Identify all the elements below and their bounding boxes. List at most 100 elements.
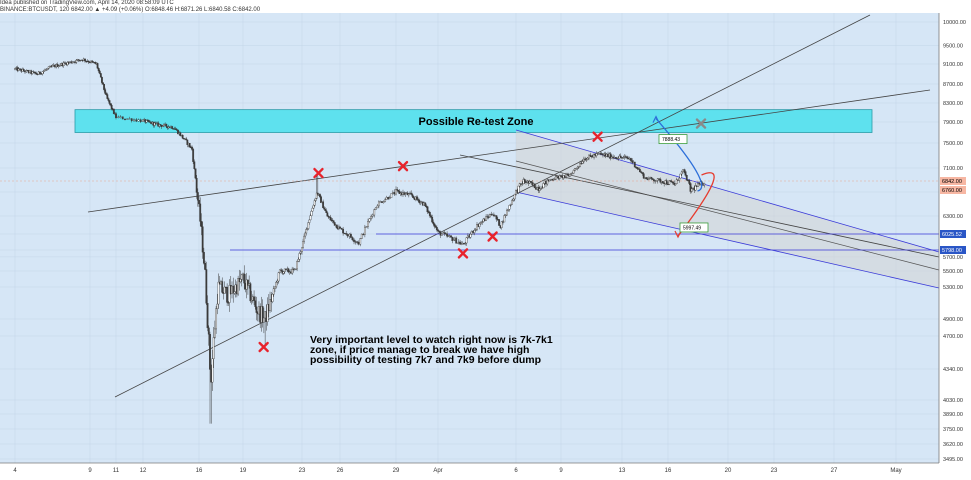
candle-70 [99, 72, 102, 78]
y-tick-20: 3750.00 [943, 427, 963, 433]
candle-body [239, 279, 242, 283]
candle-96 [142, 119, 144, 122]
candle-body [346, 234, 349, 237]
candle-136 [188, 142, 191, 148]
candle-body [326, 212, 329, 217]
candle-body [303, 235, 306, 242]
candle-143 [196, 188, 199, 207]
channel-bottom-line [515, 191, 940, 289]
price-tag-text: 5798.00 [942, 248, 962, 254]
candle-444 [575, 168, 578, 170]
x-tick-17: May [890, 468, 901, 474]
candle-body [473, 229, 476, 233]
price-tag-text: 6842.00 [942, 179, 962, 185]
candle-body [437, 229, 439, 232]
candle-body [275, 282, 278, 288]
price-tag-2: 6025.52 [940, 230, 966, 238]
candle-body [393, 192, 396, 195]
x-tick-13: 16 [665, 468, 672, 474]
candle-body [588, 154, 590, 159]
candle-body [34, 71, 36, 74]
candle-395 [513, 193, 516, 202]
candle-523 [675, 177, 678, 185]
annotation-line-2: zone, if price manage to break we have h… [310, 344, 529, 356]
candle-body [371, 214, 374, 217]
candle-body [107, 98, 110, 101]
candle-body [112, 108, 115, 114]
candle-22 [41, 71, 44, 76]
price-tag-text: 6025.52 [942, 232, 962, 238]
candle-body [310, 210, 313, 216]
candle-346 [450, 235, 452, 238]
candle-116 [165, 123, 168, 129]
candle-72 [102, 82, 104, 86]
price-tag-1: 6760.00 [940, 186, 966, 194]
candle-body [418, 200, 421, 204]
candle-7 [22, 67, 25, 72]
candle-body [653, 179, 655, 182]
candle-body [97, 67, 100, 72]
candle-body [315, 192, 318, 199]
candle-body [679, 173, 682, 179]
candle-134 [186, 139, 189, 148]
y-tick-4: 8300.00 [943, 101, 963, 107]
y-tick-15: 4900.00 [943, 317, 963, 323]
candle-390 [507, 209, 510, 212]
candle-body [22, 69, 25, 72]
candle-75 [105, 91, 108, 96]
candle-338 [439, 230, 442, 239]
candle-body [101, 77, 103, 83]
candle-302 [397, 189, 400, 193]
candle-body [382, 201, 385, 203]
candle-body [209, 334, 211, 370]
candle-278 [360, 233, 363, 240]
candle-297 [390, 193, 393, 198]
candle-body [398, 190, 401, 194]
candle-176 [237, 275, 240, 296]
descending-channel [515, 129, 940, 289]
candle-220 [291, 266, 294, 275]
candle-body [302, 240, 304, 248]
candle-477 [617, 156, 620, 161]
candle-507 [655, 180, 658, 182]
candle-body [438, 230, 441, 233]
candle-409 [531, 180, 534, 188]
candle-body [619, 155, 622, 158]
candle-139 [192, 147, 195, 165]
candle-body [185, 138, 188, 141]
candle-518 [669, 179, 672, 182]
candle-body [75, 59, 78, 63]
candle-505 [653, 178, 655, 184]
candle-36 [59, 63, 61, 67]
candle-body [487, 216, 490, 218]
candle-body [368, 218, 371, 222]
candle-body [683, 169, 686, 172]
cross-marker-1 [313, 167, 324, 179]
candle-body [226, 286, 229, 303]
candle-body [102, 82, 104, 85]
candle-body [56, 64, 59, 67]
candle-94 [137, 118, 140, 122]
candle-body [431, 217, 434, 223]
candle-91 [130, 118, 133, 123]
candle-141 [194, 168, 197, 180]
candle-body [161, 125, 164, 127]
candle-body [353, 239, 355, 242]
candle-325 [424, 202, 427, 208]
candle-body [530, 181, 532, 183]
candle-body [117, 116, 120, 119]
candle-56 [84, 58, 86, 63]
candle-body [213, 328, 216, 338]
candle-337 [438, 230, 441, 233]
rising-support-line [114, 14, 871, 398]
candle-331 [431, 214, 434, 224]
candle-body [541, 187, 544, 189]
candle-body [128, 118, 131, 120]
candle-365 [474, 227, 477, 232]
candle-body [558, 175, 561, 179]
candle-214 [283, 268, 286, 275]
candle-71 [101, 76, 103, 85]
candle-296 [388, 195, 391, 200]
candle-239 [312, 204, 315, 209]
candle-body [416, 196, 418, 200]
